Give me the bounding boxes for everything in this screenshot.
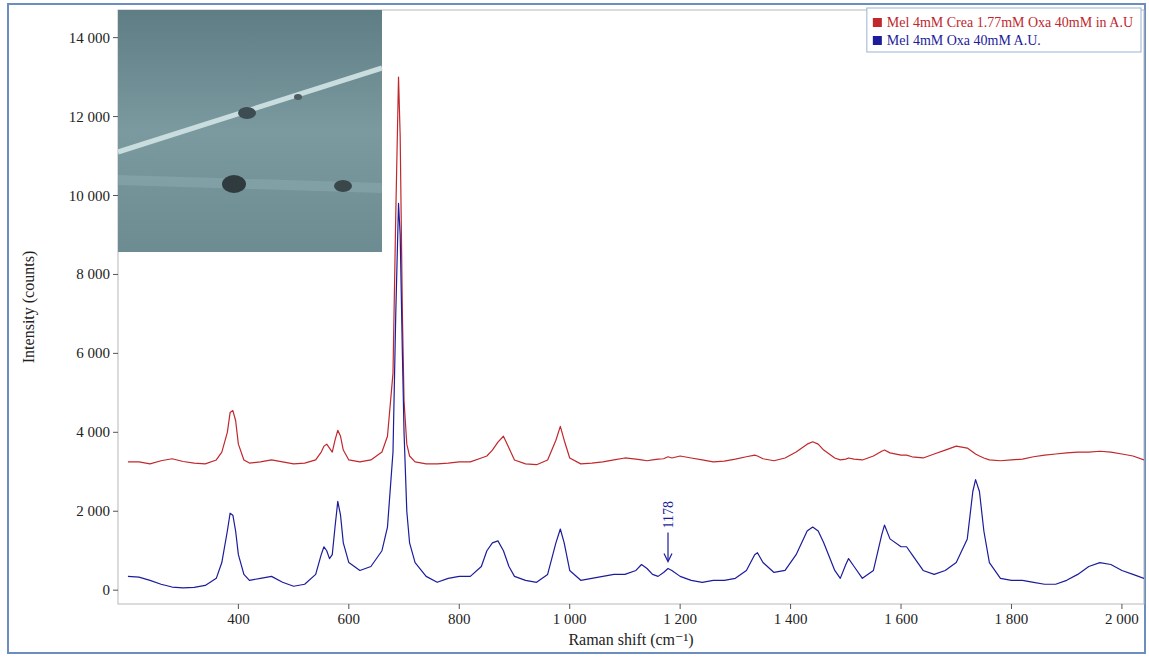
- x-tick-label: 1 200: [663, 611, 697, 627]
- x-tick-label: 1 800: [995, 611, 1029, 627]
- y-tick-label: 0: [103, 582, 111, 598]
- y-tick: [113, 116, 118, 117]
- inset-bg: [118, 10, 382, 252]
- x-tick-label: 1 400: [774, 611, 808, 627]
- inset-particle: [238, 107, 256, 119]
- legend-label: Mel 4mM Crea 1.77mM Oxa 40mM in A.U: [887, 15, 1133, 30]
- x-tick-label: 2 000: [1105, 611, 1139, 627]
- annotation-arrow: [667, 533, 668, 561]
- y-tick: [113, 37, 118, 38]
- inset-particle: [334, 180, 352, 192]
- inset-photo: [118, 10, 382, 252]
- y-tick: [113, 353, 118, 354]
- annotation-arrowhead: [664, 554, 672, 562]
- x-tick: [1011, 604, 1012, 609]
- inset-fiber: [118, 68, 382, 152]
- x-tick: [238, 604, 239, 609]
- x-tick-label: 1 000: [553, 611, 587, 627]
- x-tick: [348, 604, 349, 609]
- y-tick-label: 14 000: [69, 30, 110, 46]
- legend-swatch: [873, 36, 882, 45]
- x-tick-label: 800: [448, 611, 471, 627]
- x-axis-title: Raman shift (cm⁻¹): [568, 631, 693, 649]
- x-tick: [1121, 604, 1122, 609]
- y-tick: [113, 195, 118, 196]
- y-tick-label: 4 000: [76, 424, 110, 440]
- y-tick: [113, 590, 118, 591]
- y-tick-label: 12 000: [69, 109, 110, 125]
- y-tick: [113, 432, 118, 433]
- y-tick: [113, 274, 118, 275]
- y-axis-title: Intensity (counts): [20, 251, 38, 363]
- y-tick: [113, 511, 118, 512]
- legend-swatch: [873, 18, 882, 27]
- inset-particle: [222, 175, 246, 193]
- y-tick-label: 6 000: [76, 345, 110, 361]
- legend-box: [867, 8, 1141, 52]
- legend-label: Mel 4mM Oxa 40mM A.U.: [887, 33, 1041, 48]
- x-tick: [680, 604, 681, 609]
- figure-frame: [8, 4, 1145, 653]
- spectrum-line: [128, 203, 1144, 587]
- y-tick-label: 2 000: [76, 503, 110, 519]
- x-tick: [790, 604, 791, 609]
- inset-particle: [294, 94, 302, 100]
- x-tick: [901, 604, 902, 609]
- x-tick-label: 600: [338, 611, 361, 627]
- y-tick-label: 8 000: [76, 266, 110, 282]
- x-tick-label: 400: [227, 611, 250, 627]
- plot-frame: [118, 10, 1144, 604]
- y-tick-label: 10 000: [69, 188, 110, 204]
- x-tick: [459, 604, 460, 609]
- legend: Mel 4mM Crea 1.77mM Oxa 40mM in A.U Mel 4…: [867, 8, 1141, 52]
- x-tick: [569, 604, 570, 609]
- x-tick-label: 1 600: [884, 611, 918, 627]
- annotation-text: 1178: [661, 501, 676, 528]
- chart: 400 600 800 1 000 1 200 1 400 1 600 1 800 2 000 0…: [0, 0, 1149, 657]
